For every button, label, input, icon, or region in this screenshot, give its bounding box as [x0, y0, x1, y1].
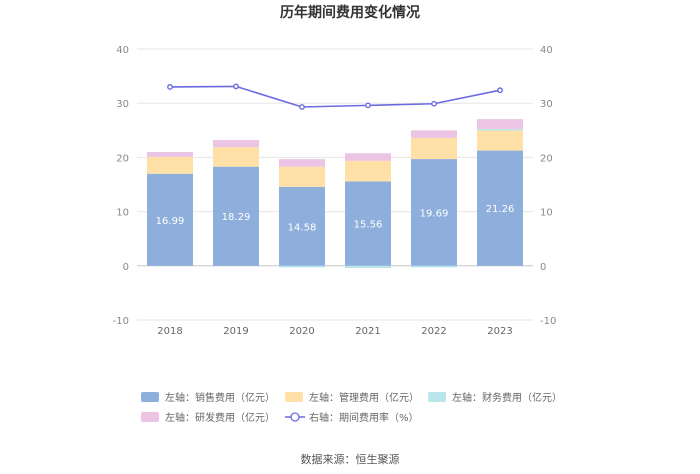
- legend-label: 左轴：销售费用（亿元）: [165, 391, 275, 404]
- left-tick-label: 10: [116, 208, 129, 219]
- bar-segment: [477, 128, 523, 131]
- chart-title: 历年期间费用变化情况: [280, 4, 420, 21]
- legend-line-marker: [290, 412, 300, 422]
- sales-expense-label: 21.26: [486, 204, 515, 215]
- x-tick-label: 2023: [487, 326, 512, 337]
- data-source: 数据来源：恒生聚源: [301, 452, 400, 466]
- sales-expense-label: 19.69: [420, 208, 449, 219]
- bar-segment: [345, 160, 391, 182]
- left-axis-ticks: -10 0 10 20 30 40: [113, 45, 129, 327]
- bar-segment: [345, 181, 391, 266]
- legend-swatch: [141, 392, 159, 402]
- bar-segment: [279, 186, 325, 266]
- stacked-bars: [147, 119, 523, 268]
- bar-segment: [147, 173, 193, 266]
- right-axis-ticks: -10 0 10 20 30 40: [540, 45, 556, 327]
- right-tick-label: 10: [540, 208, 553, 219]
- right-tick-label: 0: [540, 262, 546, 273]
- ratio-point: [167, 84, 173, 90]
- legend: 左轴：销售费用（亿元） 左轴：管理费用（亿元） 左轴：财务费用（亿元） 左轴：研发费用…: [141, 391, 562, 424]
- sales-expense-label: 16.99: [156, 216, 185, 227]
- left-tick-label: 30: [116, 99, 129, 110]
- bar-segment: [477, 129, 523, 151]
- bar-segment: [147, 156, 193, 174]
- legend-swatch: [141, 412, 159, 422]
- right-tick-label: 20: [540, 153, 553, 164]
- bar-segment: [411, 265, 457, 268]
- bar-segment: [213, 140, 259, 148]
- bar-segment: [213, 166, 259, 266]
- ratio-point: [233, 83, 239, 90]
- ratio-point: [497, 87, 503, 94]
- right-tick-label: 30: [540, 99, 553, 110]
- x-tick-label: 2021: [355, 326, 380, 337]
- bar-segment: [345, 265, 391, 268]
- legend-label: 左轴：管理费用（亿元）: [309, 391, 419, 404]
- bar-segment: [477, 119, 523, 129]
- bar-segment: [411, 159, 457, 266]
- ratio-line-path: [169, 85, 501, 108]
- bar-segment: [147, 152, 193, 157]
- ratio-point: [365, 102, 371, 109]
- left-tick-label: 40: [116, 45, 129, 56]
- sales-expense-label: 15.56: [354, 220, 383, 231]
- legend-label: 左轴：财务费用（亿元）: [452, 391, 562, 404]
- gridlines: [137, 48, 533, 321]
- right-tick-label: 40: [540, 45, 553, 56]
- x-axis-ticks: 2018 2019 2020 2021 2022 2023: [157, 326, 512, 337]
- legend-swatch: [428, 392, 446, 402]
- bar-segment: [411, 130, 457, 138]
- legend-label: 右轴：期间费用率（%）: [309, 411, 419, 424]
- bar-data-labels: 16.99 18.29 14.58 15.56 19.69 21.26: [156, 204, 515, 233]
- bar-segment: [213, 147, 259, 167]
- left-tick-label: 20: [116, 153, 129, 164]
- bar-segment: [279, 265, 325, 268]
- bar-segment: [279, 166, 325, 187]
- x-tick-label: 2020: [289, 326, 314, 337]
- x-tick-label: 2022: [421, 326, 446, 337]
- left-tick-label: 0: [123, 262, 129, 273]
- expense-ratio-line: [167, 83, 503, 110]
- bar-segment: [477, 150, 523, 266]
- bar-segment: [279, 159, 325, 167]
- legend-swatch: [285, 392, 303, 402]
- right-tick-label: -10: [540, 316, 556, 327]
- sales-expense-label: 18.29: [222, 212, 251, 223]
- x-tick-label: 2019: [223, 326, 248, 337]
- x-tick-label: 2018: [157, 326, 182, 337]
- ratio-point: [431, 100, 437, 107]
- sales-expense-label: 14.58: [288, 222, 317, 233]
- bar-segment: [345, 153, 391, 161]
- bar-segment: [411, 137, 457, 160]
- legend-label: 左轴：研发费用（亿元）: [165, 411, 275, 424]
- left-tick-label: -10: [113, 316, 129, 327]
- ratio-point: [299, 104, 305, 110]
